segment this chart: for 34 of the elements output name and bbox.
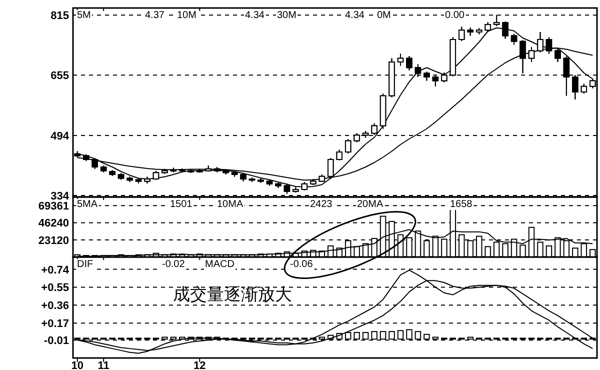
annotation: DIF bbox=[77, 259, 94, 270]
annotation: 0.00 bbox=[445, 10, 465, 21]
y-tick-label: +0.17 bbox=[41, 318, 69, 330]
y-tick-label: -0.01 bbox=[44, 335, 69, 348]
x-tick-label: 11 bbox=[98, 360, 110, 370]
annotation: 20MA bbox=[357, 199, 384, 210]
annotation: 1501 bbox=[170, 199, 193, 210]
annotation: 0M bbox=[377, 10, 391, 21]
annotation: 5M bbox=[77, 10, 91, 21]
annotation: -0.02 bbox=[162, 259, 186, 270]
annotation: -0.06 bbox=[290, 259, 314, 270]
y-tick-label: 494 bbox=[50, 130, 70, 142]
x-tick-label: 10 bbox=[71, 360, 84, 370]
annotation: 1658 bbox=[450, 199, 473, 210]
y-tick-label: +0.36 bbox=[41, 300, 69, 312]
annotation: 10MA bbox=[217, 199, 244, 210]
annotation: 成交量逐渐放大 bbox=[173, 285, 292, 304]
annotation: 5MA bbox=[77, 199, 98, 210]
annotation: 2423 bbox=[310, 199, 333, 210]
y-tick-label: +0.55 bbox=[41, 282, 69, 294]
y-tick-label: 23120 bbox=[38, 234, 69, 247]
y-tick-label: 655 bbox=[50, 70, 69, 82]
annotation: 4.34 bbox=[245, 10, 265, 21]
y-tick-label: 815 bbox=[50, 10, 69, 22]
annotation: 30M bbox=[277, 10, 296, 21]
x-tick-label: 12 bbox=[194, 360, 206, 370]
annotation: MACD bbox=[205, 259, 234, 270]
y-tick-label: +0.74 bbox=[41, 264, 70, 276]
annotation: 4.34 bbox=[345, 10, 365, 21]
y-tick-label: 69361 bbox=[38, 200, 69, 213]
annotation: 4.37 bbox=[145, 10, 165, 21]
y-tick-label: 46240 bbox=[38, 218, 69, 230]
annotation: 10M bbox=[177, 10, 196, 21]
y-tick-label: 334 bbox=[50, 190, 70, 202]
